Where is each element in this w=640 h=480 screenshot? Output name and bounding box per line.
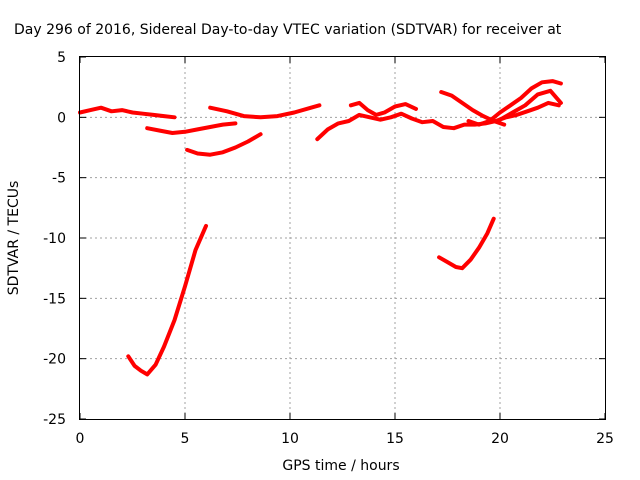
plot-frame: [79, 56, 606, 420]
series-arc-3: [208, 103, 322, 120]
x-tick-label: 15: [386, 431, 404, 447]
series-arc-11: [437, 216, 496, 271]
x-axis-label: GPS time / hours: [282, 458, 399, 474]
x-tick-label: 10: [281, 431, 299, 447]
x-tick-label: 0: [76, 431, 85, 447]
series-arc-2: [145, 121, 238, 135]
x-tick-label: 25: [596, 431, 614, 447]
y-tick-label: 5: [57, 50, 66, 66]
series-layer: [78, 79, 563, 377]
x-tick-label: 5: [181, 431, 190, 447]
y-tick-label: -20: [43, 352, 66, 368]
x-tick-label: 20: [491, 431, 509, 447]
series-arc-10: [498, 88, 563, 122]
y-tick-label: -5: [52, 171, 66, 187]
y-tick-label: -25: [43, 412, 66, 428]
y-tick-label: 0: [57, 110, 66, 126]
tick-layer: 0 5 10 15 20 25 -25 -20 -15 -10 -5 0 5: [43, 50, 614, 447]
y-axis-label: SDTVAR / TECUs: [6, 181, 22, 296]
series-arc-9: [466, 79, 563, 127]
series-arc-8: [439, 90, 507, 127]
y-tick-label: -15: [43, 291, 66, 307]
series-arc-7: [348, 100, 418, 117]
series-arc-4: [185, 132, 263, 157]
series-arc-1: [78, 105, 177, 120]
series-arc-6: [315, 100, 561, 142]
series-arc-5: [126, 223, 208, 377]
y-tick-label: -10: [43, 231, 66, 247]
chart-title: Day 296 of 2016, Sidereal Day-to-day VTE…: [14, 22, 562, 38]
